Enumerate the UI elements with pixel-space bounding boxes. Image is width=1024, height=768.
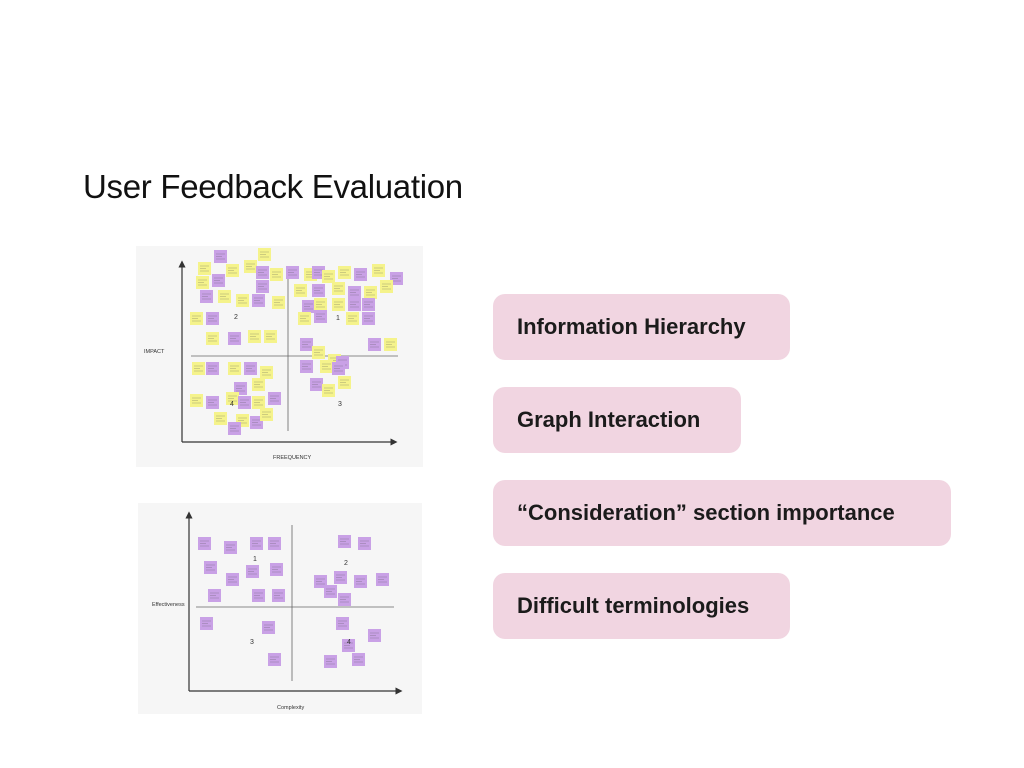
sticky-notes bbox=[198, 535, 389, 668]
sticky-notes bbox=[190, 248, 403, 435]
theme-label: Information Hierarchy bbox=[517, 314, 746, 339]
x-axis-label: FREEQUENCY bbox=[273, 455, 312, 461]
theme-pill-information-hierarchy: Information Hierarchy bbox=[493, 294, 790, 360]
quadrant-label-2: 2 bbox=[344, 560, 348, 567]
theme-label: Difficult terminologies bbox=[517, 593, 750, 618]
theme-pill-difficult-terminologies: Difficult terminologies bbox=[493, 573, 790, 639]
impact-frequency-matrix: 1 2 3 4 IMPACT FREEQUENCY bbox=[136, 246, 423, 467]
quadrant-label-3: 3 bbox=[250, 639, 254, 646]
quadrant-label-1: 1 bbox=[253, 556, 257, 563]
impact-frequency-chart: 1 2 3 4 IMPACT FREEQUENCY bbox=[144, 248, 403, 461]
theme-pill-graph-interaction: Graph Interaction bbox=[493, 387, 741, 453]
quadrant-label-2: 2 bbox=[234, 314, 238, 321]
x-axis-label: Complexity bbox=[277, 705, 304, 711]
theme-label: “Consideration” section importance bbox=[517, 500, 895, 525]
theme-label: Graph Interaction bbox=[517, 407, 701, 432]
y-axis-label: Effectiveness bbox=[152, 602, 185, 608]
effectiveness-complexity-matrix: 1 2 3 4 Effectiveness Complexity bbox=[138, 503, 422, 714]
quadrant-label-4: 4 bbox=[347, 639, 351, 646]
y-axis-label: IMPACT bbox=[144, 349, 165, 355]
slide-title: User Feedback Evaluation bbox=[83, 168, 463, 205]
quadrant-label-1: 1 bbox=[336, 315, 340, 322]
quadrant-label-3: 3 bbox=[338, 401, 342, 408]
theme-pill-consideration-section: “Consideration” section importance bbox=[493, 480, 951, 546]
quadrant-label-4: 4 bbox=[230, 401, 234, 408]
effectiveness-complexity-chart: 1 2 3 4 Effectiveness Complexity bbox=[152, 511, 403, 711]
